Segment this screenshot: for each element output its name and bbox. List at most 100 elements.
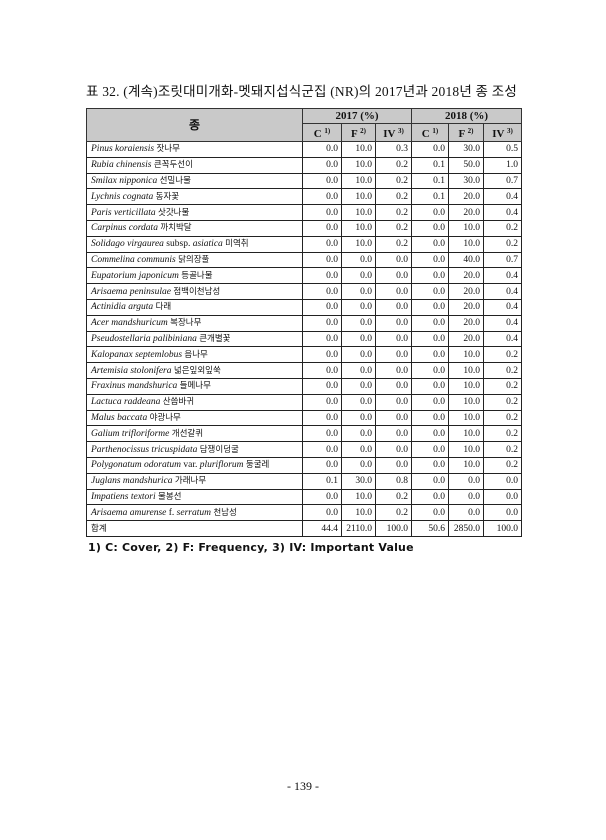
scientific-name: Paris verticillata — [91, 207, 156, 218]
value-cell: 0.0 — [375, 330, 412, 348]
value-cell: 0.0 — [411, 472, 449, 490]
scientific-name: pluriflorum — [199, 460, 244, 471]
table-row: Pinus koraiensis 잣나무 0.0 10.0 0.3 0.0 30.0 0.5 — [86, 141, 522, 158]
korean-name: 음나무 — [184, 349, 208, 360]
column-label: F — [351, 128, 358, 140]
value-cell: 0.0 — [341, 441, 376, 458]
value-cell: 0.0 — [341, 267, 376, 285]
value-cell: 0.1 — [411, 172, 449, 190]
table-row: Parthenocissus tricuspidata 담쟁이덩굴 0.0 0.0 0… — [86, 441, 522, 458]
table-row: Kalopanax septemlobus 음나무 0.0 0.0 0.0 0.0 10.… — [86, 346, 522, 364]
value-cell: 0.0 — [341, 251, 376, 269]
species-name: Kalopanax septemlobus 음나무 — [86, 346, 303, 364]
column-header: IV 3) — [375, 123, 412, 142]
value-cell: 20.0 — [448, 267, 484, 285]
value-cell: 0.2 — [483, 377, 522, 395]
value-cell: 0.0 — [302, 283, 342, 300]
species-name: Pinus koraiensis 잣나무 — [86, 141, 303, 158]
column-label: IV — [492, 128, 505, 140]
value-cell: 0.0 — [411, 504, 449, 522]
value-cell: 0.0 — [302, 409, 342, 427]
value-cell: 0.2 — [483, 346, 522, 364]
korean-name: 물봉선 — [158, 491, 182, 502]
value-cell: 0.4 — [483, 267, 522, 285]
species-name: Juglans mandshurica 가래나무 — [86, 472, 303, 490]
scientific-name: asiatica — [192, 239, 223, 250]
total-value-cell: 50.6 — [411, 520, 449, 537]
table-row: Lactuca raddeana 산씀바귀 0.0 0.0 0.0 0.0 10.0 0.2 — [86, 393, 522, 411]
scientific-name: Carpinus cordata — [91, 223, 158, 234]
footnote-ref: 3) — [397, 127, 404, 135]
value-cell: 10.0 — [341, 488, 376, 506]
table-row: Acer mandshuricum 복장나무 0.0 0.0 0.0 0.0 20.0 0.… — [86, 314, 522, 332]
value-cell: 0.0 — [448, 488, 484, 506]
value-cell: 0.0 — [411, 425, 449, 443]
korean-name: 복장나무 — [170, 318, 202, 329]
column-header: C 1) — [302, 123, 342, 142]
value-cell: 0.0 — [302, 330, 342, 348]
value-cell: 30.0 — [448, 172, 484, 190]
value-cell: 0.0 — [411, 267, 449, 285]
species-name: Actinidia arguta 다래 — [86, 298, 303, 316]
korean-name: 선밀나물 — [159, 175, 191, 186]
korean-name: 둥굴레 — [245, 460, 270, 471]
species-name: Smilax nipponica 선밀나물 — [86, 172, 303, 190]
total-label: 합계 — [86, 520, 303, 537]
scientific-name: Galium trifloriforme — [91, 428, 170, 439]
table-row: Galium trifloriforme 개선갈퀴 0.0 0.0 0.0 0.0 10.… — [86, 425, 522, 443]
footnote-ref: 1) — [324, 127, 331, 135]
value-cell: 50.0 — [448, 156, 484, 174]
value-cell: 10.0 — [341, 204, 376, 221]
value-cell: 0.2 — [483, 362, 522, 379]
value-cell: 0.0 — [341, 362, 376, 379]
total-value-cell: 2110.0 — [341, 520, 376, 537]
korean-name: 담쟁이덩굴 — [199, 444, 239, 455]
value-cell: 0.0 — [483, 472, 522, 490]
value-cell: 0.0 — [302, 456, 342, 474]
value-cell: 10.0 — [341, 188, 376, 206]
value-cell: 0.0 — [375, 456, 412, 474]
value-cell: 0.0 — [411, 204, 449, 221]
value-cell: 0.0 — [411, 393, 449, 411]
table-row: Eupatorium japonicum 등골나물 0.0 0.0 0.0 0.0 20.… — [86, 267, 522, 285]
species-name: Malus baccata 야광나무 — [86, 409, 303, 427]
value-cell: 30.0 — [341, 472, 376, 490]
value-cell: 0.0 — [302, 251, 342, 269]
table-row: Pseudostellaria palibiniana 큰개별꽃 0.0 0.0 0.… — [86, 330, 522, 348]
value-cell: 0.2 — [375, 235, 412, 253]
value-cell: 20.0 — [448, 204, 484, 221]
value-cell: 0.0 — [483, 488, 522, 506]
scientific-name: Impatiens textori — [91, 491, 156, 502]
value-cell: 10.0 — [448, 456, 484, 474]
rank-label: subsp. — [166, 239, 191, 250]
value-cell: 0.0 — [375, 346, 412, 364]
value-cell: 0.2 — [375, 188, 412, 206]
scientific-name: Fraxinus mandshurica — [91, 381, 178, 392]
scientific-name: Polygonatum odoratum — [91, 460, 181, 471]
value-cell: 0.2 — [483, 235, 522, 253]
value-cell: 0.0 — [341, 346, 376, 364]
total-value-cell: 100.0 — [483, 520, 522, 537]
value-cell: 0.0 — [302, 298, 342, 316]
value-cell: 0.7 — [483, 251, 522, 269]
value-cell: 0.4 — [483, 188, 522, 206]
species-name: Lactuca raddeana 산씀바귀 — [86, 393, 303, 411]
value-cell: 10.0 — [341, 141, 376, 158]
table-row: Arisaema peninsulae 점백이천남성 0.0 0.0 0.0 0.0 20… — [86, 283, 522, 300]
column-label: IV — [383, 128, 396, 140]
value-cell: 10.0 — [341, 219, 376, 237]
value-cell: 0.0 — [375, 441, 412, 458]
total-value-cell: 44.4 — [302, 520, 342, 537]
korean-name: 가래나무 — [174, 476, 207, 487]
value-cell: 10.0 — [448, 393, 484, 411]
value-cell: 10.0 — [448, 441, 484, 458]
table-row: Lychnis cognata 동자꽃 0.0 10.0 0.2 0.1 20.0 0.4 — [86, 188, 522, 206]
species-name: Polygonatum odoratum var. pluriflorum 둥굴… — [86, 456, 303, 474]
value-cell: 10.0 — [341, 172, 376, 190]
korean-name: 개선갈퀴 — [171, 428, 204, 439]
scientific-name: Artemisia stolonifera — [91, 365, 172, 376]
value-cell: 0.0 — [375, 377, 412, 395]
value-cell: 0.0 — [341, 377, 376, 395]
column-label: F — [458, 128, 465, 140]
value-cell: 0.0 — [302, 425, 342, 443]
